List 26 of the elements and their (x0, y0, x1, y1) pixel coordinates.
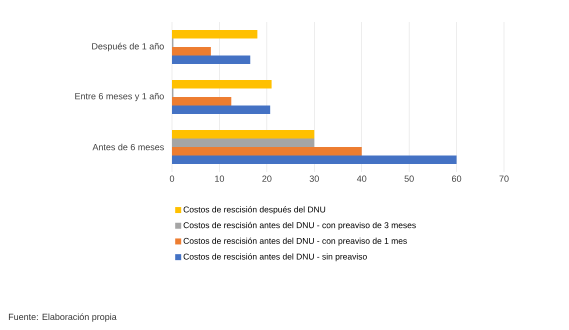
legend-label: Costos de rescisión antes del DNU - sin preaviso (184, 253, 367, 262)
x-tick-label: 20 (262, 176, 272, 182)
source-note: Fuente: Elaboración propia (8, 313, 117, 322)
bar (172, 147, 362, 156)
x-tick-label: 30 (310, 176, 319, 182)
bar (172, 97, 232, 106)
bar (172, 80, 272, 88)
y-tick-label: Entre 6 meses y 1 año (75, 92, 164, 102)
bar (172, 106, 270, 114)
bar (172, 130, 314, 138)
x-tick-label: 50 (404, 176, 414, 182)
bar (172, 138, 314, 147)
legend-label: Costos de rescisión antes del DNU - con preaviso de 3 meses (184, 222, 416, 230)
x-tick-label: 60 (452, 176, 462, 182)
x-tick-label: 0 (170, 176, 174, 182)
bar (172, 56, 250, 64)
legend-label: Costos de rescisión después del DNU (184, 206, 326, 214)
y-tick-label: Antes de 6 meses (92, 144, 164, 150)
x-tick-label: 70 (499, 176, 509, 182)
x-tick-label: 10 (215, 176, 224, 182)
x-tick-label: 40 (356, 176, 366, 182)
bar (172, 156, 457, 164)
legend-label: Costos de rescisión antes del DNU - con preaviso de 1 mes (184, 238, 407, 246)
bar (172, 47, 211, 56)
y-tick-label: Después de 1 año (92, 42, 164, 52)
bar (172, 30, 258, 38)
